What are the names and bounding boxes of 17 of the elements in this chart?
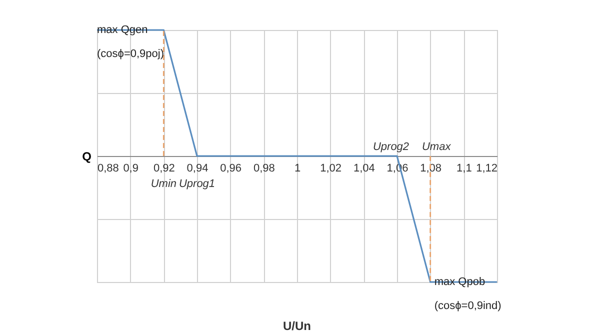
ref-line-label: Umax xyxy=(422,141,452,153)
x-tick-label: 1,1 xyxy=(456,162,472,174)
x-tick-label: 0,94 xyxy=(186,162,208,174)
x-tick-label: 0,96 xyxy=(220,162,242,174)
x-tick-label: 1,12 xyxy=(476,162,498,174)
x-tick-label: 1,04 xyxy=(353,162,375,174)
x-tick-label: 1,02 xyxy=(320,162,342,174)
x-tick-label: 0,9 xyxy=(123,162,138,174)
y-axis-title: Q xyxy=(82,150,92,164)
annotation: Uprog1 xyxy=(178,178,216,190)
x-tick-label: 0,98 xyxy=(253,162,275,174)
ref-line-label: Umin xyxy=(150,178,177,190)
x-axis-title: U/Un xyxy=(283,319,311,332)
x-tick-label: 0,88 xyxy=(98,162,119,174)
x-tick-label: 0,92 xyxy=(153,162,175,174)
x-tick-label: 1 xyxy=(294,162,301,174)
annotation: Uprog2 xyxy=(372,141,410,153)
